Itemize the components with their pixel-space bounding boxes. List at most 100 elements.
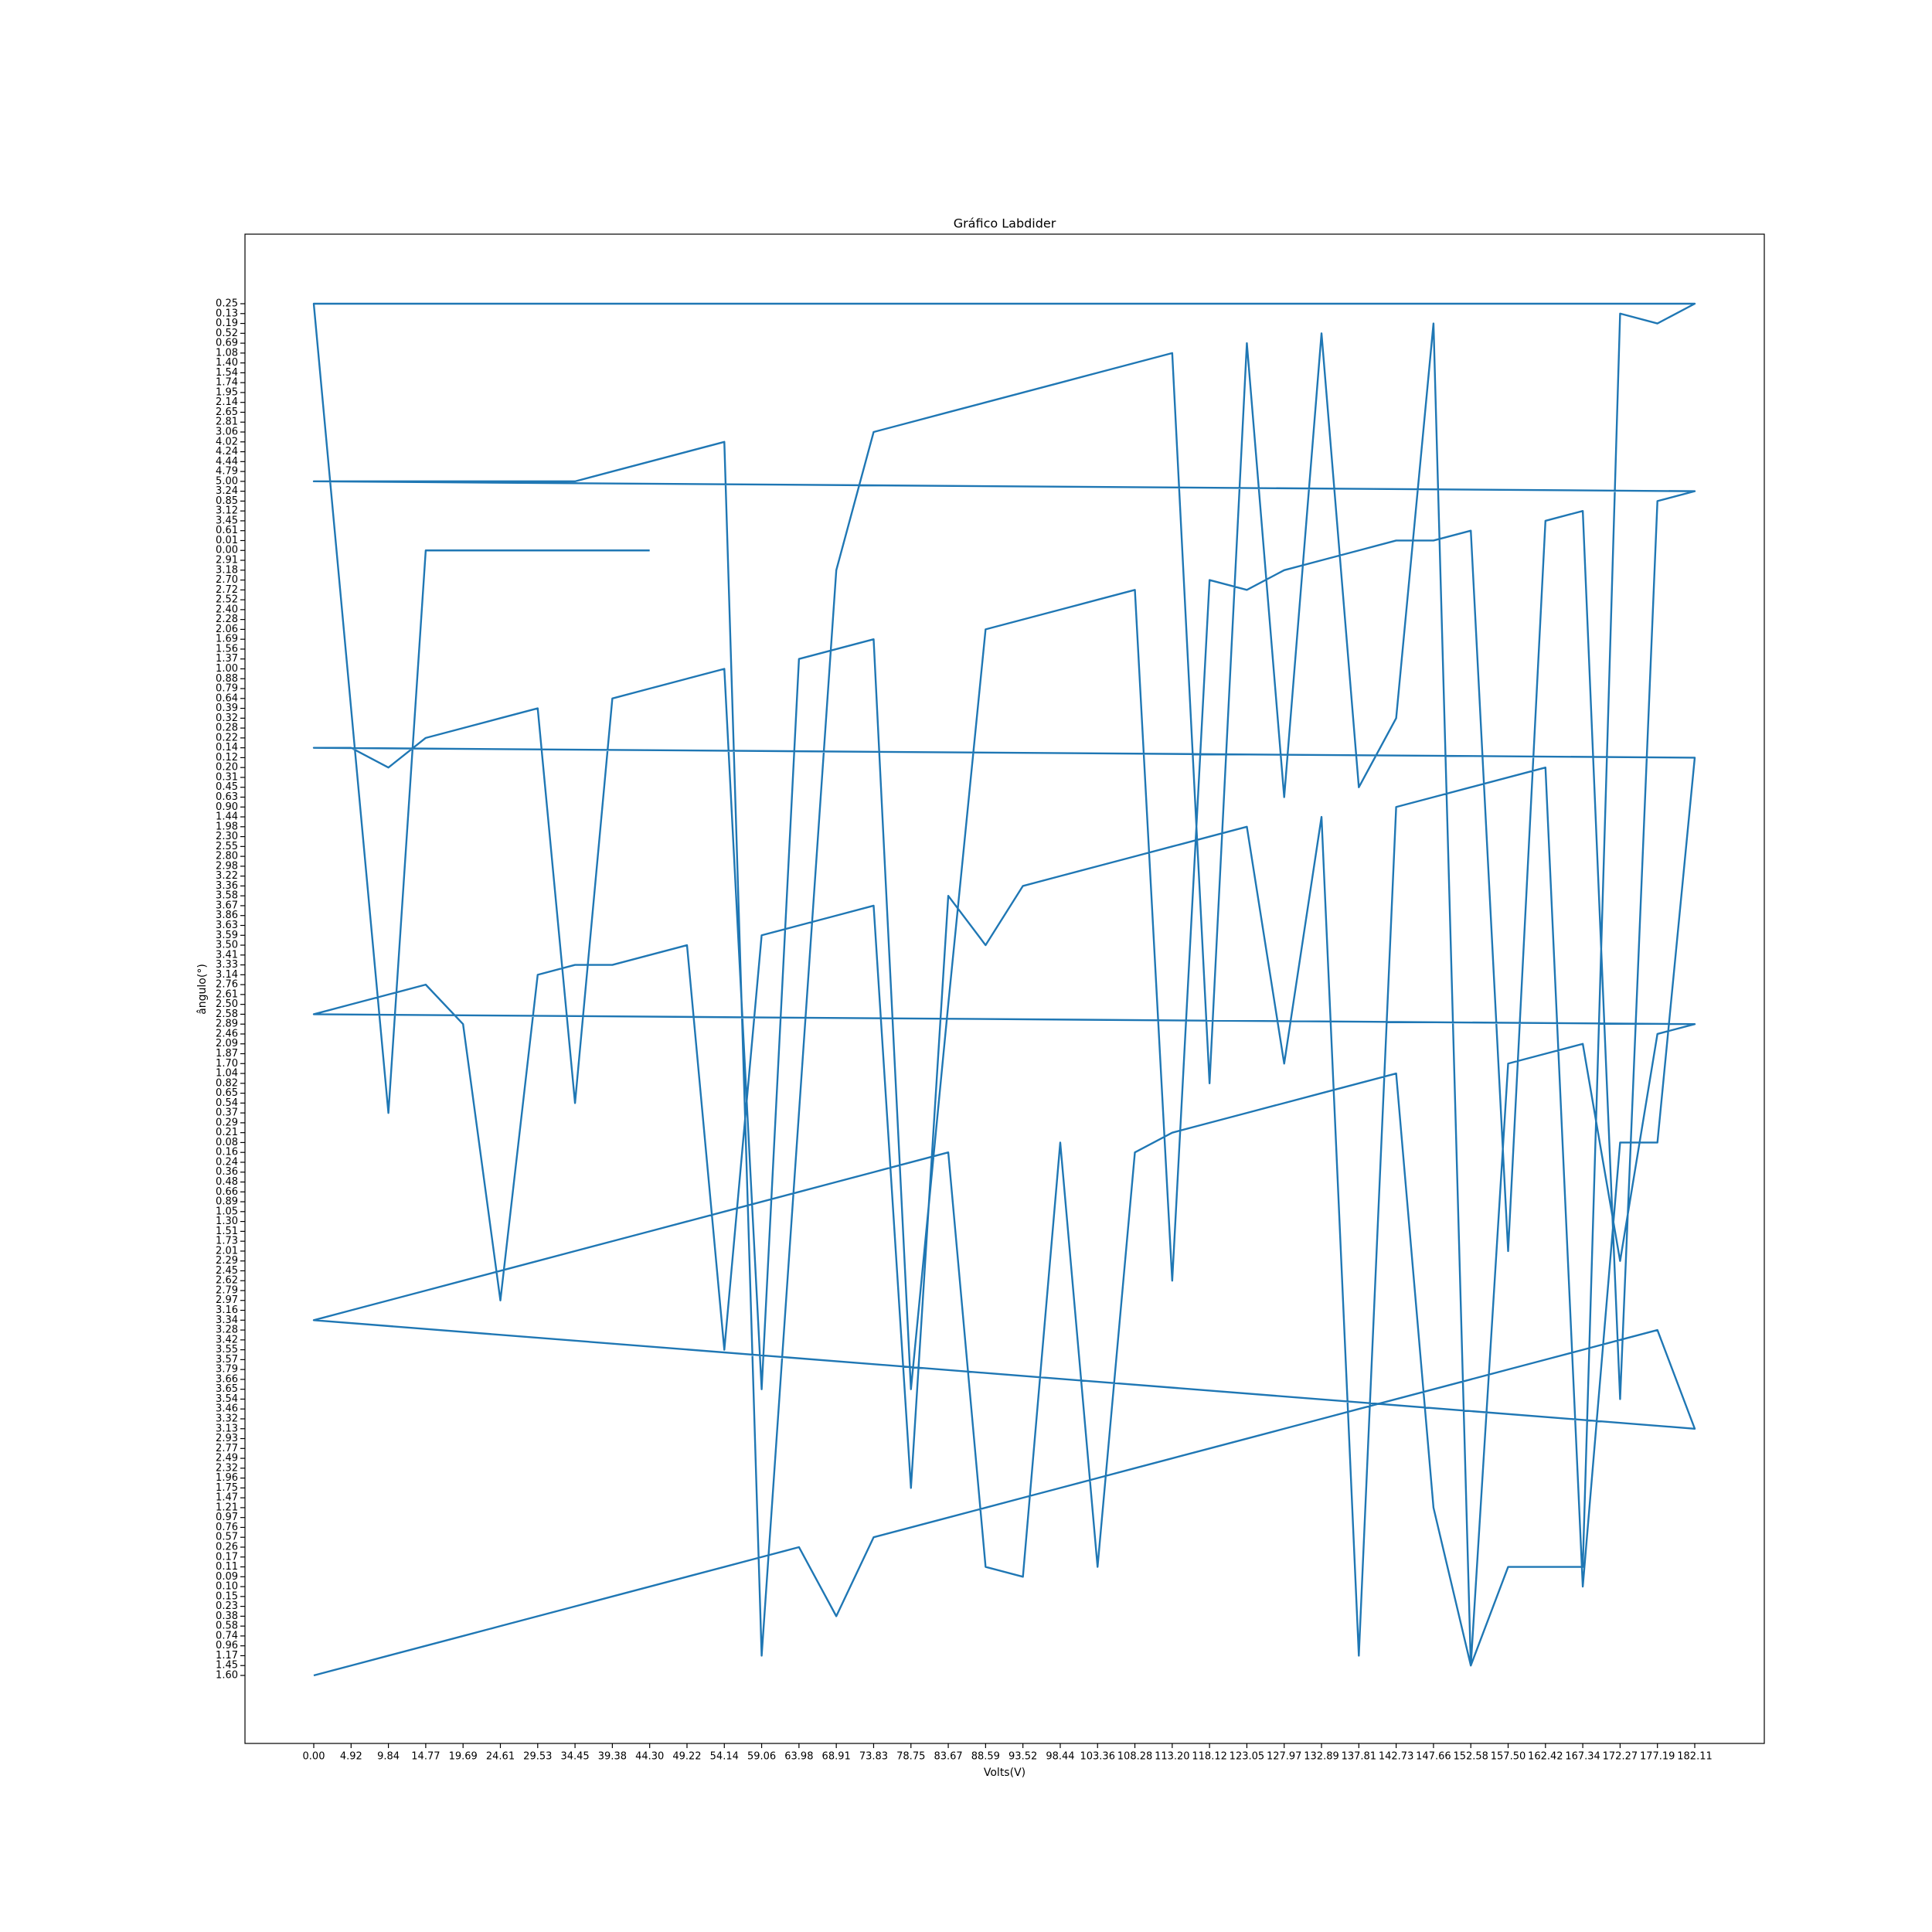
y-tick-label: 0.76 — [216, 1522, 238, 1533]
y-tick-label: 0.36 — [216, 1166, 238, 1178]
y-tick-label: 3.28 — [216, 1325, 238, 1336]
x-tick-label: 44.30 — [635, 1751, 664, 1763]
y-tick-label: 3.79 — [216, 1364, 238, 1376]
y-tick-label: 0.69 — [216, 338, 238, 349]
y-tick-label: 3.54 — [216, 1393, 238, 1405]
y-tick-label: 0.32 — [216, 713, 238, 724]
y-tick-label: 3.46 — [216, 1403, 238, 1415]
y-tick-label: 2.01 — [216, 1245, 238, 1257]
y-tick-label: 2.93 — [216, 1433, 238, 1444]
y-tick-label: 3.22 — [216, 870, 238, 882]
y-tick-label: 0.22 — [216, 732, 238, 743]
x-tick-label: 63.98 — [784, 1751, 813, 1763]
y-tick-label: 1.75 — [216, 1482, 238, 1494]
y-tick-label: 3.66 — [216, 1373, 238, 1385]
y-tick-label: 3.06 — [216, 427, 238, 438]
y-tick-label: 3.18 — [216, 564, 238, 576]
y-tick-label: 1.21 — [216, 1502, 238, 1513]
y-tick-label: 1.05 — [216, 1206, 238, 1217]
x-tick-label: 39.38 — [598, 1751, 627, 1763]
x-axis-label: Volts(V) — [984, 1767, 1026, 1779]
y-tick-label: 3.55 — [216, 1344, 238, 1355]
plot-frame — [244, 233, 1765, 1744]
y-tick-label: 0.21 — [216, 1127, 238, 1138]
x-tick-label: 123.05 — [1230, 1751, 1265, 1763]
y-tick-label: 0.24 — [216, 1156, 238, 1168]
y-tick-label: 1.54 — [216, 367, 238, 379]
x-tick-label: 83.67 — [934, 1751, 962, 1763]
y-tick-label: 1.74 — [216, 377, 238, 389]
y-tick-label: 1.04 — [216, 1068, 238, 1080]
x-tick-label: 9.84 — [377, 1751, 400, 1763]
y-tick-label: 0.19 — [216, 318, 238, 329]
x-tick-label: 142.73 — [1379, 1751, 1414, 1763]
y-tick-label: 0.00 — [216, 545, 238, 556]
x-tick-label: 127.97 — [1267, 1751, 1302, 1763]
y-tick-label: 0.14 — [216, 742, 238, 753]
y-tick-label: 2.32 — [216, 1462, 238, 1474]
x-tick-label: 182.11 — [1677, 1751, 1713, 1763]
y-tick-label: 0.66 — [216, 1186, 238, 1198]
y-tick-label: 0.15 — [216, 1590, 238, 1602]
y-tick-label: 3.65 — [216, 1383, 238, 1395]
y-tick-label: 1.60 — [216, 1670, 238, 1682]
x-tick-label: 167.34 — [1565, 1751, 1600, 1763]
y-tick-label: 1.73 — [216, 1236, 238, 1247]
y-tick-label: 3.33 — [216, 959, 238, 971]
y-tick-label: 3.58 — [216, 890, 238, 902]
y-tick-label: 1.44 — [216, 811, 238, 823]
y-tick-label: 3.24 — [216, 485, 238, 497]
y-tick-label: 0.90 — [216, 801, 238, 813]
y-tick-label: 0.65 — [216, 1087, 238, 1099]
x-tick-label: 24.61 — [486, 1751, 515, 1763]
y-tick-label: 0.31 — [216, 771, 238, 783]
y-tick-label: 0.96 — [216, 1640, 238, 1651]
y-tick-label: 2.77 — [216, 1443, 238, 1454]
y-tick-label: 0.13 — [216, 308, 238, 319]
y-tick-label: 3.34 — [216, 1315, 238, 1326]
y-tick-label: 0.97 — [216, 1512, 238, 1523]
y-tick-label: 2.09 — [216, 1038, 238, 1049]
x-tick-label: 103.36 — [1080, 1751, 1115, 1763]
y-tick-label: 0.74 — [216, 1630, 238, 1641]
y-tick-label: 2.97 — [216, 1294, 238, 1306]
x-tick-label: 59.06 — [747, 1751, 776, 1763]
y-tick-label: 0.45 — [216, 781, 238, 793]
x-tick-label: 14.77 — [411, 1751, 440, 1763]
y-tick-label: 1.87 — [216, 1048, 238, 1060]
y-tick-label: 2.29 — [216, 1255, 238, 1267]
y-tick-label: 0.61 — [216, 525, 238, 536]
y-tick-label: 1.95 — [216, 386, 238, 398]
y-tick-label: 3.57 — [216, 1354, 238, 1366]
x-tick-label: 4.92 — [340, 1751, 362, 1763]
y-tick-label: 2.30 — [216, 831, 238, 842]
y-tick-label: 1.56 — [216, 643, 238, 655]
y-tick-label: 4.02 — [216, 436, 238, 447]
y-tick-label: 0.57 — [216, 1532, 238, 1543]
y-tick-label: 2.72 — [216, 584, 238, 596]
y-tick-label: 3.32 — [216, 1413, 238, 1424]
y-tick-label: 3.14 — [216, 969, 238, 981]
y-tick-label: 3.59 — [216, 930, 238, 941]
y-tick-label: 0.37 — [216, 1107, 238, 1119]
y-tick-label: 0.26 — [216, 1541, 238, 1553]
y-tick-label: 0.82 — [216, 1077, 238, 1089]
y-tick-label: 2.81 — [216, 417, 238, 428]
x-tick-label: 147.66 — [1416, 1751, 1451, 1763]
y-tick-label: 0.63 — [216, 791, 238, 803]
y-tick-label: 2.65 — [216, 406, 238, 418]
x-tick-label: 98.44 — [1046, 1751, 1074, 1763]
x-tick-label: 113.20 — [1155, 1751, 1190, 1763]
y-tick-label: 0.85 — [216, 495, 238, 507]
y-tick-label: 3.63 — [216, 920, 238, 931]
y-tick-label: 0.39 — [216, 702, 238, 714]
x-tick-label: 152.58 — [1453, 1751, 1488, 1763]
y-tick-label: 0.29 — [216, 1117, 238, 1128]
y-tick-label: 3.42 — [216, 1334, 238, 1345]
y-tick-label: 4.24 — [216, 446, 238, 457]
y-tick-label: 1.70 — [216, 1058, 238, 1070]
y-tick-label: 0.01 — [216, 535, 238, 546]
y-tick-label: 0.54 — [216, 1097, 238, 1109]
x-tick-label: 49.22 — [672, 1751, 701, 1763]
y-tick-label: 0.64 — [216, 692, 238, 704]
